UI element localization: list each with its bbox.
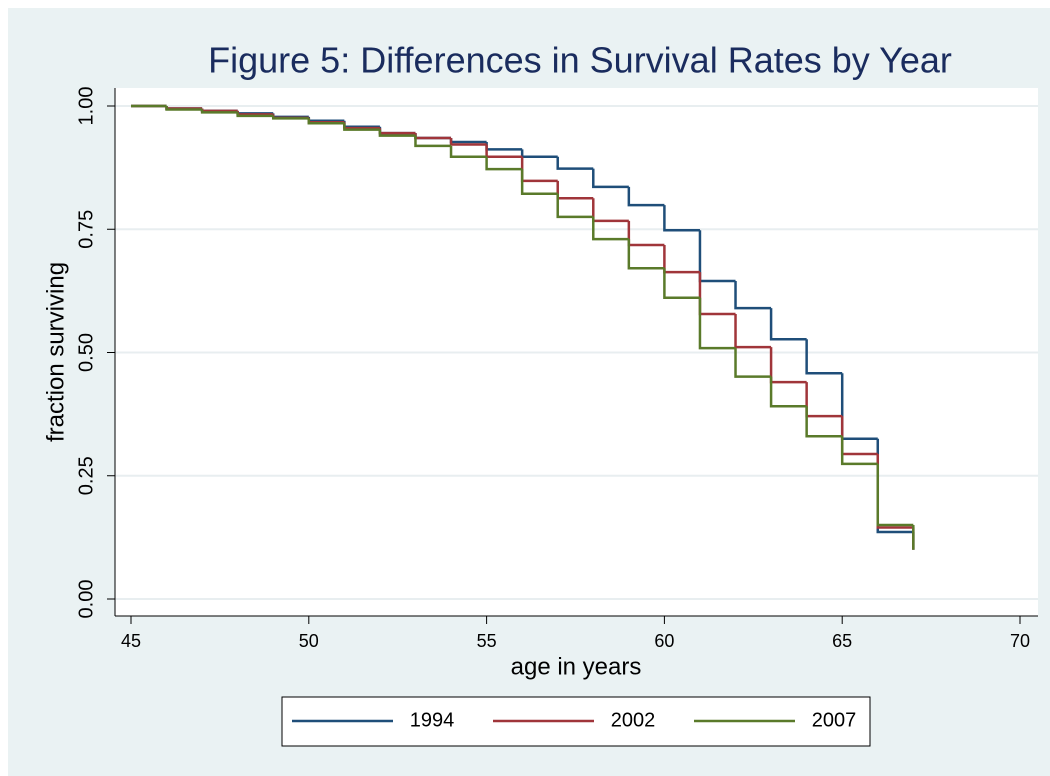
step-segment bbox=[449, 145, 487, 159]
step-segment bbox=[485, 156, 523, 171]
step-segment bbox=[734, 281, 772, 310]
step-segment bbox=[449, 138, 487, 146]
x-tick-label: 70 bbox=[1010, 631, 1030, 651]
y-tick-label: 1.00 bbox=[75, 87, 97, 126]
x-tick-label: 60 bbox=[654, 631, 674, 651]
step-segment bbox=[378, 129, 416, 137]
step-segment bbox=[769, 376, 807, 408]
x-axis-title: age in years bbox=[511, 653, 642, 680]
step-segment bbox=[556, 193, 594, 219]
step-segment bbox=[840, 436, 878, 466]
step-segment bbox=[734, 348, 772, 378]
x-tick-label: 55 bbox=[477, 631, 497, 651]
step-segment bbox=[769, 308, 807, 341]
step-segment bbox=[307, 118, 345, 125]
step-segment bbox=[556, 156, 594, 170]
x-tick-label: 45 bbox=[121, 631, 141, 651]
y-tick-label: 0.50 bbox=[75, 333, 97, 372]
legend-label: 2007 bbox=[812, 709, 857, 731]
step-segment bbox=[663, 268, 700, 300]
step-segment bbox=[805, 339, 843, 375]
step-segment bbox=[698, 297, 736, 350]
step-segment bbox=[805, 406, 843, 438]
legend-label: 2002 bbox=[611, 709, 656, 731]
chart-title: Figure 5: Differences in Survival Rates … bbox=[208, 40, 952, 81]
step-segment bbox=[876, 463, 914, 527]
x-tick-label: 50 bbox=[299, 631, 319, 651]
y-tick-label: 0.00 bbox=[75, 580, 97, 619]
legend-label: 1994 bbox=[410, 709, 455, 731]
step-segment bbox=[200, 109, 238, 114]
step-segment bbox=[592, 216, 629, 241]
x-tick-label: 65 bbox=[832, 631, 852, 651]
y-axis-title: fraction surviving bbox=[42, 262, 69, 442]
step-segment bbox=[627, 186, 665, 207]
step-segment bbox=[627, 239, 665, 270]
step-segment bbox=[663, 205, 700, 232]
step-segment bbox=[592, 168, 629, 189]
y-tick-label: 0.25 bbox=[75, 456, 97, 495]
y-tick-label: 0.75 bbox=[75, 210, 97, 249]
step-segment bbox=[343, 123, 380, 131]
step-segment bbox=[165, 106, 203, 111]
step-segment bbox=[520, 169, 558, 196]
step-segment bbox=[236, 112, 274, 118]
step-segment bbox=[414, 135, 452, 148]
step-segment bbox=[271, 115, 309, 120]
